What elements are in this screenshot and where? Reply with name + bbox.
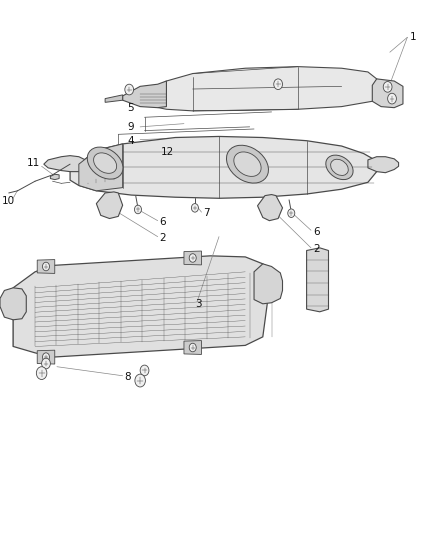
Polygon shape [254,264,283,304]
Polygon shape [184,251,201,265]
Polygon shape [37,350,55,364]
Text: 2: 2 [313,245,320,254]
Ellipse shape [87,147,123,179]
Text: 12: 12 [161,148,174,157]
Circle shape [288,209,295,217]
Text: 4: 4 [127,136,134,146]
Circle shape [42,353,49,361]
Polygon shape [37,260,55,273]
Text: 5: 5 [127,103,134,112]
Circle shape [383,82,392,92]
Text: 7: 7 [203,208,210,218]
Circle shape [42,262,49,271]
Text: 2: 2 [159,233,166,243]
Circle shape [125,84,134,95]
Circle shape [140,365,149,376]
Text: 3: 3 [195,299,201,309]
Text: 6: 6 [159,217,166,227]
Ellipse shape [234,152,261,176]
Circle shape [189,254,196,262]
Polygon shape [258,195,283,221]
Polygon shape [79,144,123,191]
Polygon shape [184,341,201,354]
Text: 9: 9 [127,122,134,132]
Polygon shape [140,67,381,111]
Polygon shape [307,248,328,312]
Polygon shape [44,156,88,172]
Text: 11: 11 [27,158,40,168]
Polygon shape [105,95,123,102]
Text: 10: 10 [2,197,15,206]
Circle shape [189,343,196,352]
Polygon shape [372,79,403,108]
Polygon shape [368,157,399,173]
Polygon shape [96,192,123,219]
Circle shape [42,358,50,369]
Circle shape [274,79,283,90]
Polygon shape [123,81,166,108]
Text: 8: 8 [124,373,131,382]
Polygon shape [70,136,377,198]
Circle shape [388,93,396,104]
Polygon shape [50,174,59,180]
Ellipse shape [94,153,117,173]
Circle shape [134,205,141,214]
Ellipse shape [326,155,353,180]
Circle shape [191,204,198,212]
Circle shape [135,374,145,387]
Text: 6: 6 [313,227,320,237]
Circle shape [36,367,47,379]
Ellipse shape [331,159,348,175]
Ellipse shape [226,146,268,183]
Polygon shape [0,288,26,320]
Polygon shape [13,256,272,357]
Text: 1: 1 [410,33,416,42]
